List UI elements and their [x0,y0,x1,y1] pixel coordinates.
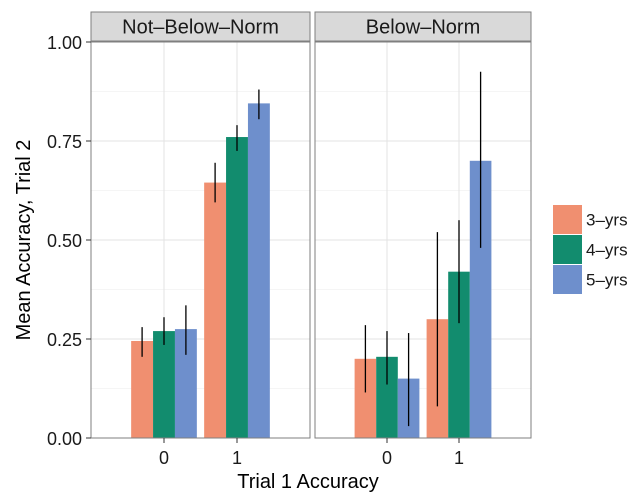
bar [174,329,197,438]
legend-key [553,265,582,294]
facet-strip [314,11,532,42]
legend-key [553,205,582,234]
y-axis: 0.00 0.25 0.50 0.75 1.00 [47,33,91,449]
bar [469,160,492,439]
x-axis-title: Trial 1 Accuracy [237,471,379,492]
bar [247,103,270,438]
y-tick-label: 0.25 [47,330,82,350]
facet-strip-label: Below–Norm [366,17,480,39]
legend-item: 5–yrs [553,265,628,294]
facet-strip-label: Not–Below–Norm [122,17,279,39]
y-tick-label: 0.00 [47,429,82,449]
panels-layer: Not–Below–Norm Below–Norm [90,11,532,439]
legend: 3–yrs 4–yrs 5–yrs [553,205,628,294]
x-tick-label: 0 [159,448,169,468]
legend-label: 5–yrs [586,271,628,290]
panel-border [314,41,532,439]
facet-panel: Below–Norm [314,11,532,439]
y-tick-label: 1.00 [47,33,82,53]
x-tick-label: 1 [454,448,464,468]
legend-label: 4–yrs [586,241,628,260]
legend-item: 4–yrs [553,235,628,264]
bar [153,331,175,438]
x-axis: 0 1 0 1 [159,438,464,468]
bar [204,182,227,438]
facet-panel: Not–Below–Norm [90,11,311,439]
bar [131,340,154,438]
x-tick-label: 1 [232,448,242,468]
bar [376,356,398,438]
y-axis-title: Mean Accuracy, Trial 2 [13,140,35,341]
bar [448,271,470,438]
x-tick-label: 0 [382,448,392,468]
bar [226,137,248,439]
legend-key [553,235,582,264]
facet-strip [90,11,311,42]
y-tick-label: 0.75 [47,132,82,152]
y-tick-label: 0.50 [47,231,82,251]
bar [354,358,377,438]
legend-item: 3–yrs [553,205,628,234]
legend-label: 3–yrs [586,211,628,230]
